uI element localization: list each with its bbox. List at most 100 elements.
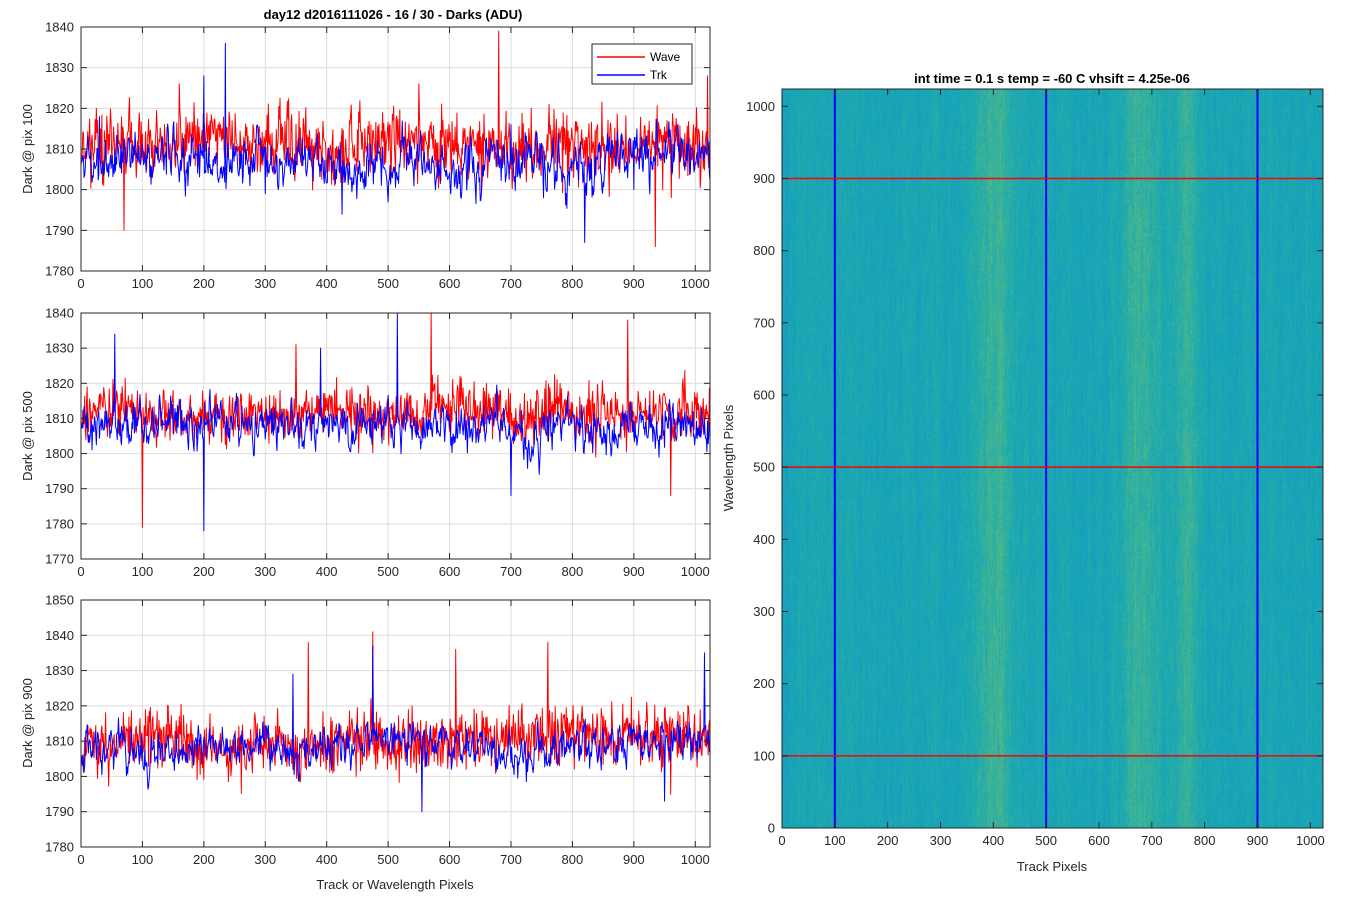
x-axis-label: Track or Wavelength Pixels — [316, 877, 474, 892]
x-tick-label: 200 — [193, 852, 215, 867]
series-group — [81, 30, 710, 248]
heatmap-title: int time = 0.1 s temp = -60 C vhsift = 4… — [914, 71, 1190, 86]
x-tick-label: 100 — [824, 833, 846, 848]
tick-marks: 0 100 200 300 400 500 600 700 800 900 1000 1780 1790… — [45, 20, 710, 291]
x-tick-label: 600 — [1088, 833, 1110, 848]
x-tick-label: 1000 — [681, 276, 710, 291]
x-tick-label: 0 — [778, 833, 785, 848]
y-tick-label: 1850 — [45, 593, 74, 608]
y-tick-label: 1810 — [45, 411, 74, 426]
x-tick-label: 400 — [316, 276, 338, 291]
y-tick-label: 1810 — [45, 142, 74, 157]
y-tick-label: 600 — [753, 387, 775, 402]
x-tick-label: 200 — [877, 833, 899, 848]
x-tick-label: 300 — [254, 276, 276, 291]
series-group — [81, 313, 710, 532]
x-tick-label: 300 — [254, 564, 276, 579]
axes-box — [80, 599, 711, 848]
heatmap-panel: int time = 0.1 s temp = -60 C vhsift = 4… — [721, 71, 1325, 874]
x-tick-label: 400 — [316, 564, 338, 579]
x-tick-label: 1000 — [681, 564, 710, 579]
tick-marks: 0 100 200 300 400 500 600 700 800 900 1000 0 100 200 3… — [746, 89, 1325, 848]
x-tick-label: 200 — [193, 564, 215, 579]
y-tick-label: 300 — [753, 604, 775, 619]
x-tick-label: 1000 — [681, 852, 710, 867]
axes-box — [781, 88, 1324, 829]
y-axis-label: Dark @ pix 100 — [20, 104, 35, 194]
x-tick-label: 500 — [377, 276, 399, 291]
y-tick-label: 1790 — [45, 804, 74, 819]
x-tick-label: 400 — [316, 852, 338, 867]
y-tick-label: 1790 — [45, 223, 74, 238]
x-tick-label: 700 — [500, 564, 522, 579]
x-tick-label: 0 — [77, 564, 84, 579]
tick-marks: 0 100 200 300 400 500 600 700 800 900 1000 1780 1790… — [45, 593, 710, 867]
x-tick-label: 100 — [132, 276, 154, 291]
x-tick-label: 700 — [500, 852, 522, 867]
series-line-trk — [81, 42, 710, 244]
x-tick-label: 300 — [254, 852, 276, 867]
y-tick-label: 1820 — [45, 376, 74, 391]
y-tick-label: 1830 — [45, 341, 74, 356]
y-tick-label: 800 — [753, 243, 775, 258]
y-axis-label: Dark @ pix 500 — [20, 391, 35, 481]
x-tick-label: 900 — [1247, 833, 1269, 848]
heatmap-image — [782, 89, 1323, 828]
y-tick-label: 0 — [768, 821, 775, 836]
y-tick-label: 1840 — [45, 20, 74, 35]
tick-marks: 0 100 200 300 400 500 600 700 800 900 1000 1770 1780… — [45, 306, 710, 579]
series-line-trk — [81, 645, 710, 813]
x-tick-label: 900 — [623, 564, 645, 579]
x-tick-label: 200 — [193, 276, 215, 291]
y-tick-label: 1790 — [45, 481, 74, 496]
x-tick-label: 100 — [132, 564, 154, 579]
x-tick-label: 700 — [500, 276, 522, 291]
series-line-wave — [81, 631, 710, 795]
y-tick-label: 1840 — [45, 628, 74, 643]
y-tick-label: 1810 — [45, 734, 74, 749]
x-tick-label: 0 — [77, 852, 84, 867]
x-tick-label: 600 — [439, 564, 461, 579]
x-tick-label: 800 — [562, 276, 584, 291]
x-tick-label: 1000 — [1296, 833, 1325, 848]
y-tick-label: 1780 — [45, 264, 74, 279]
x-axis-label: Track Pixels — [1017, 859, 1088, 874]
y-tick-label: 1000 — [746, 99, 775, 114]
y-tick-label: 1840 — [45, 306, 74, 321]
plot-area — [81, 600, 710, 847]
x-tick-label: 700 — [1141, 833, 1163, 848]
legend: Wave Trk — [591, 43, 693, 85]
y-tick-label: 1780 — [45, 516, 74, 531]
y-tick-label: 200 — [753, 676, 775, 691]
y-tick-label: 1800 — [45, 446, 74, 461]
x-tick-label: 900 — [623, 852, 645, 867]
x-tick-label: 500 — [377, 852, 399, 867]
heatmap-image-wrapper — [782, 89, 1323, 828]
y-tick-label: 1770 — [45, 552, 74, 567]
x-tick-label: 100 — [132, 852, 154, 867]
y-tick-label: 1830 — [45, 60, 74, 75]
x-tick-label: 600 — [439, 852, 461, 867]
legend-label-wave: Wave — [650, 50, 681, 64]
y-tick-label: 1830 — [45, 663, 74, 678]
x-tick-label: 800 — [562, 852, 584, 867]
x-tick-label: 500 — [1035, 833, 1057, 848]
x-tick-label: 800 — [562, 564, 584, 579]
x-tick-label: 600 — [439, 276, 461, 291]
x-tick-label: 500 — [377, 564, 399, 579]
axes-box — [80, 312, 711, 560]
y-tick-label: 1800 — [45, 769, 74, 784]
y-tick-label: 700 — [753, 315, 775, 330]
overlay-lines — [782, 89, 1323, 828]
x-tick-label: 400 — [982, 833, 1004, 848]
legend-box — [591, 43, 693, 85]
x-tick-label: 800 — [1194, 833, 1216, 848]
y-axis-label: Wavelength Pixels — [721, 404, 736, 511]
x-tick-label: 0 — [77, 276, 84, 291]
figure-title: day12 d2016111026 - 16 / 30 - Darks (ADU… — [264, 7, 523, 22]
series-line-wave — [81, 30, 710, 248]
legend-label-trk: Trk — [650, 68, 668, 82]
y-tick-label: 1800 — [45, 182, 74, 197]
y-tick-label: 900 — [753, 171, 775, 186]
